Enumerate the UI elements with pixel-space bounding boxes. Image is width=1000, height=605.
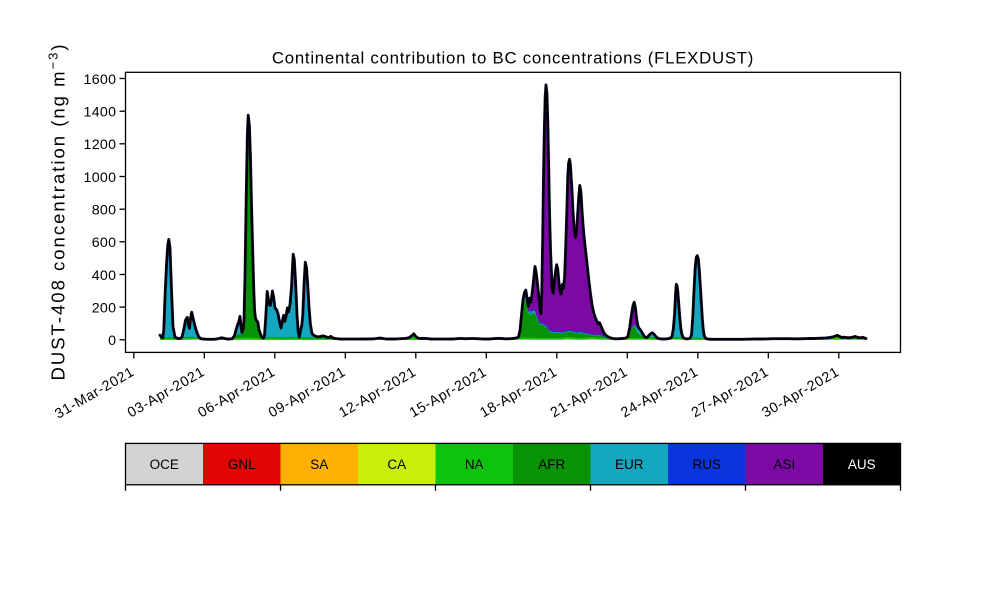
svg-text:CA: CA [387, 457, 406, 472]
svg-text:Continental contribution to BC: Continental contribution to BC concentra… [272, 49, 754, 68]
svg-text:RUS: RUS [693, 457, 722, 472]
svg-text:800: 800 [92, 203, 117, 219]
svg-text:NA: NA [465, 457, 484, 472]
svg-text:AUS: AUS [848, 457, 876, 472]
svg-text:OCE: OCE [150, 457, 179, 472]
svg-text:400: 400 [92, 268, 117, 284]
svg-text:0: 0 [108, 333, 116, 349]
svg-text:AFR: AFR [538, 457, 565, 472]
svg-text:1600: 1600 [84, 72, 117, 88]
svg-text:EUR: EUR [615, 457, 644, 472]
svg-text:DUST-408 concentration (ng m−3: DUST-408 concentration (ng m−3) [45, 42, 69, 380]
svg-text:SA: SA [310, 457, 328, 472]
svg-text:200: 200 [92, 300, 117, 316]
svg-text:1200: 1200 [84, 137, 117, 153]
svg-text:ASI: ASI [773, 457, 795, 472]
svg-text:1400: 1400 [84, 105, 117, 121]
svg-text:600: 600 [92, 235, 117, 251]
svg-text:GNL: GNL [228, 457, 256, 472]
svg-text:1000: 1000 [84, 170, 117, 186]
